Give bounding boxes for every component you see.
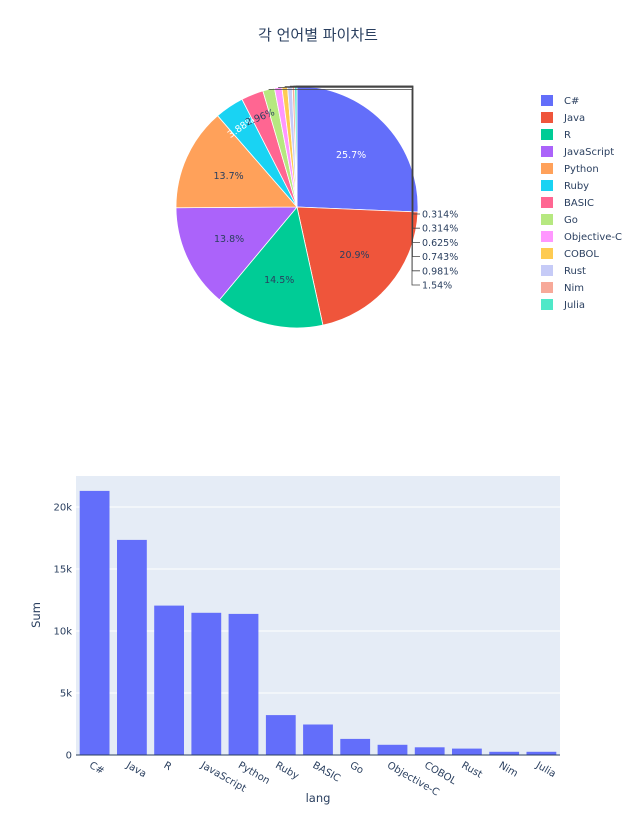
legend-label-ruby[interactable]: Ruby [564, 181, 589, 192]
y-tick-labels: 0 5k 10k 15k 20k [53, 503, 72, 762]
legend-swatch-basic[interactable] [541, 197, 553, 208]
pie-slice-csharp[interactable] [296, 85, 419, 213]
x-tick-label-r: R [162, 760, 174, 773]
bar-javascript[interactable] [191, 612, 222, 755]
y-tick-label: 5k [60, 689, 72, 700]
pie-leader-go [268, 89, 420, 286]
bar-java[interactable] [117, 539, 147, 755]
legend-label-python[interactable]: Python [564, 164, 599, 175]
x-tick-label-csharp: C# [87, 760, 106, 777]
x-axis-title: lang [306, 791, 331, 805]
bar-python[interactable] [228, 613, 259, 755]
legend-swatch-java[interactable] [541, 112, 553, 123]
legend-label-java[interactable]: Java [563, 113, 585, 124]
bar-r[interactable] [154, 605, 184, 755]
legend-swatch-nim[interactable] [541, 282, 553, 293]
legend-label-rust[interactable]: Rust [564, 266, 586, 277]
bar-plot-area [76, 476, 560, 755]
legend-label-basic[interactable]: BASIC [564, 198, 594, 209]
bar-chart [79, 490, 557, 756]
legend-label-javascript[interactable]: JavaScript [563, 147, 614, 158]
bar-csharp[interactable] [79, 490, 110, 755]
bar-cobol[interactable] [414, 747, 445, 755]
x-tick-label-nim: Nim [497, 760, 520, 780]
pie-label-csharp: 25.7% [336, 150, 366, 161]
pie-slice-javascript[interactable] [175, 206, 298, 301]
pie-label-r: 14.5% [264, 275, 294, 286]
y-axis-title: Sum [29, 602, 43, 628]
legend-swatch-javascript[interactable] [541, 146, 553, 157]
pie-slice-java[interactable] [296, 206, 419, 326]
pie-label-nim: 0.314% [422, 224, 458, 235]
pie-label-go: 1.54% [422, 281, 452, 292]
legend-label-go[interactable]: Go [564, 215, 578, 226]
pie-legend: C# Java R JavaScript Python Ruby BASIC Go Object… [541, 95, 622, 311]
y-tick-label: 15k [53, 565, 72, 576]
x-tick-label-basic: BASIC [311, 760, 342, 785]
legend-swatch-julia[interactable] [541, 299, 553, 310]
legend-label-nim[interactable]: Nim [564, 283, 584, 294]
x-tick-label-go: Go [348, 760, 366, 776]
bar-rust[interactable] [452, 748, 482, 755]
legend-label-objective-c[interactable]: Objective-C [564, 232, 622, 243]
legend-swatch-ruby[interactable] [541, 180, 553, 191]
y-tick-label: 20k [53, 503, 72, 514]
legend-label-r[interactable]: R [564, 130, 571, 141]
legend-label-julia[interactable]: Julia [563, 300, 585, 311]
x-tick-label-java: Java [123, 760, 148, 781]
pie-slice-r[interactable] [218, 206, 324, 329]
pie-label-cobol: 0.743% [422, 252, 458, 263]
pie-label-objective-c: 0.981% [422, 266, 458, 277]
legend-swatch-r[interactable] [541, 129, 553, 140]
x-tick-label-julia: Julia [533, 760, 558, 781]
legend-swatch-rust[interactable] [541, 265, 553, 276]
pie-chart-title: 각 언어별 파이차트 [258, 26, 378, 44]
pie-slice-python[interactable] [175, 115, 298, 209]
x-tick-label-ruby: Ruby [273, 760, 300, 782]
bar-basic[interactable] [303, 724, 333, 756]
pie-label-rust: 0.625% [422, 238, 458, 249]
bar-julia[interactable] [526, 751, 557, 755]
legend-label-csharp[interactable]: C# [564, 96, 579, 107]
legend-label-cobol[interactable]: COBOL [564, 249, 599, 260]
legend-swatch-objective-c[interactable] [541, 231, 553, 242]
pie-label-javascript: 13.8% [214, 234, 244, 245]
legend-swatch-csharp[interactable] [541, 95, 553, 106]
pie-label-python: 13.7% [214, 171, 244, 182]
y-tick-label: 10k [53, 627, 72, 638]
bar-nim[interactable] [489, 751, 520, 755]
bar-go[interactable] [340, 738, 371, 755]
bar-ruby[interactable] [265, 715, 296, 755]
bar-objective-c[interactable] [377, 744, 408, 755]
pie-label-julia: 0.314% [422, 210, 458, 221]
legend-swatch-cobol[interactable] [541, 248, 553, 259]
y-tick-label: 0 [66, 751, 72, 762]
x-tick-label-rust: Rust [459, 760, 484, 781]
pie-label-java: 20.9% [339, 250, 369, 261]
legend-swatch-go[interactable] [541, 214, 553, 225]
legend-swatch-python[interactable] [541, 163, 553, 174]
pie-chart [175, 85, 419, 329]
